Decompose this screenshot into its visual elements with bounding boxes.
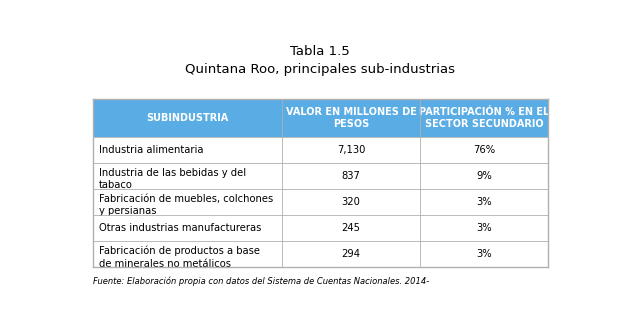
Text: Fuente: Elaboración propia con datos del Sistema de Cuentas Nacionales. 2014-: Fuente: Elaboración propia con datos del… <box>92 276 429 286</box>
Text: 7,130: 7,130 <box>337 145 365 156</box>
Text: 294: 294 <box>341 249 361 259</box>
Text: Fabricación de muebles, colchones
y persianas: Fabricación de muebles, colchones y pers… <box>99 194 273 216</box>
Text: 320: 320 <box>342 197 361 207</box>
Text: 3%: 3% <box>476 223 492 233</box>
Text: 3%: 3% <box>476 249 492 259</box>
Text: 837: 837 <box>342 171 361 181</box>
Bar <box>92 241 548 267</box>
Bar <box>92 189 548 215</box>
Text: 245: 245 <box>341 223 361 233</box>
Text: Industria de las bebidas y del
tabaco: Industria de las bebidas y del tabaco <box>99 168 246 190</box>
Text: 76%: 76% <box>473 145 495 156</box>
Text: Tabla 1.5: Tabla 1.5 <box>291 45 350 58</box>
Text: Fabricación de productos a base
de minerales no metálicos: Fabricación de productos a base de miner… <box>99 246 260 269</box>
Text: PARTICIPACIÓN % EN EL
SECTOR SECUNDARIO: PARTICIPACIÓN % EN EL SECTOR SECUNDARIO <box>419 107 549 129</box>
Text: Industria alimentaria: Industria alimentaria <box>99 145 204 156</box>
Bar <box>92 99 548 137</box>
Bar <box>92 163 548 189</box>
Text: Otras industrias manufactureras: Otras industrias manufactureras <box>99 223 261 233</box>
Bar <box>92 137 548 163</box>
Text: VALOR EN MILLONES DE
PESOS: VALOR EN MILLONES DE PESOS <box>286 107 416 129</box>
Bar <box>92 215 548 241</box>
Text: 3%: 3% <box>476 197 492 207</box>
Text: Quintana Roo, principales sub-industrias: Quintana Roo, principales sub-industrias <box>186 63 455 75</box>
Text: SUBINDUSTRIA: SUBINDUSTRIA <box>146 113 228 123</box>
Text: 9%: 9% <box>476 171 492 181</box>
